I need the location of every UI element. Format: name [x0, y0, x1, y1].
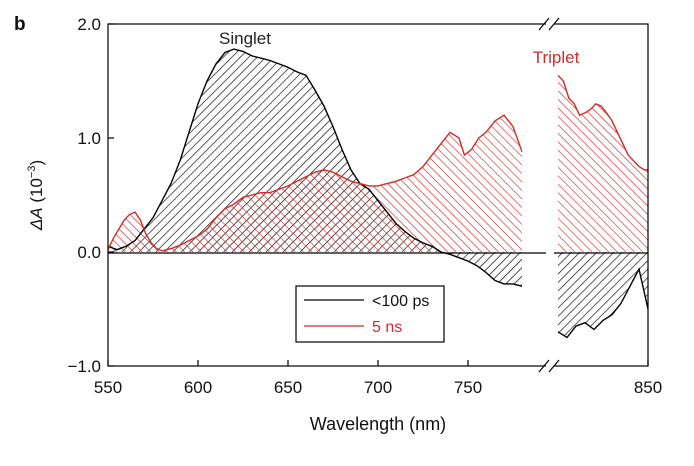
- series-0-area-1: [558, 252, 648, 338]
- x-tick-label: 850: [634, 378, 662, 397]
- break-mark-top-left: [538, 17, 550, 31]
- y-axis-label: ΔA (10−3): [26, 160, 46, 231]
- legend-label-red: 5 ns: [372, 319, 402, 336]
- y-tick-label: 1.0: [77, 129, 101, 148]
- legend: <100 ps 5 ns: [295, 285, 445, 343]
- y-axis-label-exponent: −3: [26, 166, 38, 179]
- series-areas: [108, 49, 648, 338]
- x-tick-label: 550: [94, 378, 122, 397]
- x-axis-ticks: 550 600 650 700 750 850: [94, 360, 662, 397]
- series-1-area-0: [108, 115, 522, 252]
- series-0-line-0: [108, 48, 523, 287]
- y-axis-ticks: 2.0 1.0 0.0 −1.0: [67, 15, 114, 376]
- x-tick-label: 650: [274, 378, 302, 397]
- break-mark-top-right: [548, 17, 560, 31]
- series-1-line-0: [108, 114, 523, 252]
- axis-break-gap: [546, 15, 554, 375]
- y-axis-label-close: ): [27, 160, 46, 166]
- legend-box: [295, 285, 445, 343]
- y-tick-label: −1.0: [67, 357, 101, 376]
- legend-label-black: <100 ps: [372, 293, 429, 310]
- y-axis-label-symbol: ΔA: [27, 207, 46, 231]
- series-lines: [108, 48, 648, 339]
- series-0-line-1: [557, 267, 648, 339]
- series-1-line-1: [557, 74, 648, 171]
- y-tick-label: 2.0: [77, 15, 101, 34]
- x-axis-label: Wavelength (nm): [310, 414, 446, 434]
- axis-break-gap-bottom: [546, 360, 554, 372]
- series-1-area-1: [558, 75, 648, 252]
- x-tick-label: 700: [364, 378, 392, 397]
- annotation-triplet: Triplet: [533, 48, 580, 67]
- break-mark-bottom-left: [538, 359, 550, 373]
- break-mark-bottom-right: [548, 359, 560, 373]
- x-tick-label: 750: [454, 378, 482, 397]
- y-tick-label: 0.0: [77, 243, 101, 262]
- annotation-singlet: Singlet: [219, 29, 271, 48]
- x-tick-label: 600: [184, 378, 212, 397]
- panel-label: b: [14, 14, 26, 35]
- axis-break: [538, 15, 560, 375]
- y-axis-label-unit: (10: [27, 178, 46, 203]
